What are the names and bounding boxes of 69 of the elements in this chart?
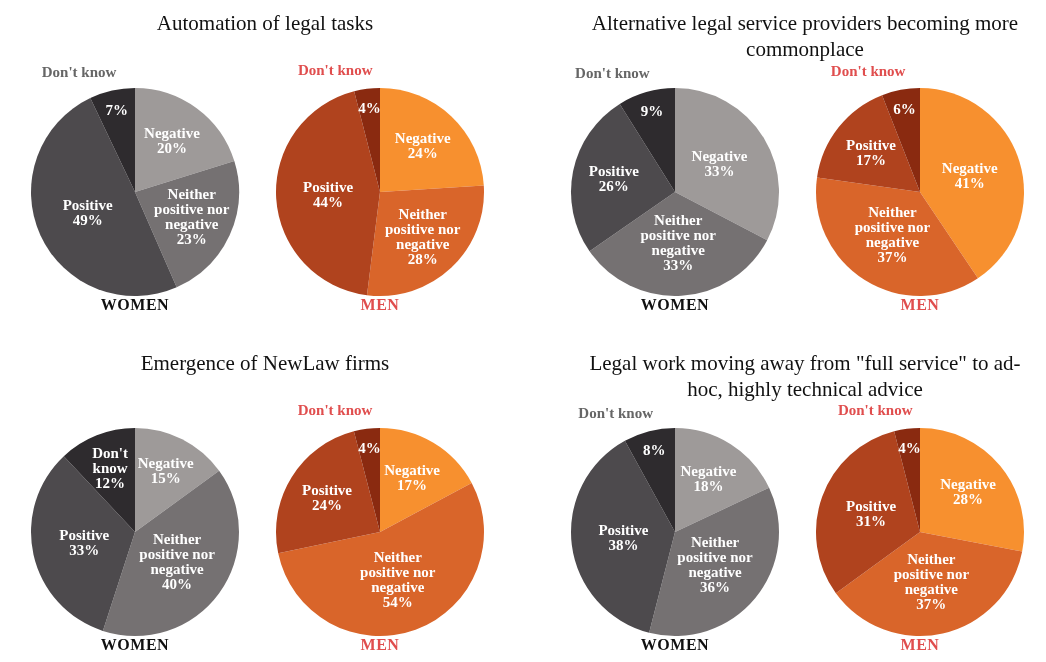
- chart-title: Legal work moving away from "full service" to ad-hoc, highly technical advice: [588, 350, 1022, 402]
- data-label: 41%: [954, 175, 985, 192]
- text: MEN: [899, 636, 941, 654]
- slice-label: Neither positive nor negative: [677, 533, 754, 580]
- data-label: 31%: [856, 512, 887, 529]
- data-label: 12%: [95, 475, 126, 492]
- slice-label: Positive: [598, 521, 649, 538]
- slice-label: Don't know: [92, 445, 129, 477]
- data-label: 4%: [898, 440, 921, 457]
- slice-label: Negative: [940, 475, 997, 492]
- slice-label: Negative: [137, 455, 194, 472]
- text: MEN: [899, 296, 941, 314]
- slice-label: Neither positive nor negative: [893, 551, 970, 598]
- data-label: 26%: [598, 177, 629, 194]
- slice-label: Positive: [62, 196, 114, 213]
- data-label: 8%: [643, 442, 666, 459]
- data-label: 44%: [313, 193, 344, 210]
- slice-label: Don't know: [575, 65, 650, 82]
- slice-label: Neither positive nor negative: [360, 549, 436, 596]
- data-label: 24%: [311, 497, 342, 514]
- slice-label: Positive: [846, 136, 897, 153]
- slice-label: Don't know: [837, 401, 913, 418]
- data-label: 54%: [382, 594, 413, 611]
- data-label: 33%: [69, 541, 100, 558]
- data-label: 49%: [72, 211, 103, 228]
- slice-label: Negative: [394, 129, 451, 146]
- slice-label: Negative: [680, 462, 737, 479]
- chart-title: Automation of legal tasks: [155, 10, 375, 36]
- slice-label: Don't know: [297, 61, 373, 78]
- slice-label: Neither positive nor negative: [640, 212, 717, 259]
- slice-label: Neither positive nor negative: [385, 205, 461, 252]
- data-label: 20%: [157, 140, 187, 157]
- text: MEN: [359, 636, 401, 654]
- data-label: 7%: [105, 101, 128, 118]
- data-label: 33%: [704, 163, 735, 180]
- text: MEN: [359, 296, 401, 314]
- slice-label: Positive: [588, 162, 640, 179]
- data-label: 4%: [358, 100, 381, 117]
- data-label: 15%: [150, 470, 181, 487]
- slice-label: Negative: [941, 160, 998, 177]
- chart-title: Alternative legal service providers becoming more commonplace: [590, 10, 1020, 62]
- slice-label: Positive: [846, 497, 897, 514]
- text: WOMEN: [99, 636, 171, 654]
- data-label: 17%: [856, 151, 887, 168]
- slice-label: Don't know: [297, 401, 373, 418]
- slice-label: Neither positive nor negative: [154, 186, 230, 233]
- slice-label: Positive: [301, 482, 353, 499]
- data-label: 9%: [640, 102, 664, 119]
- slice-label: Neither positive nor negative: [139, 530, 216, 577]
- text: WOMEN: [639, 296, 711, 314]
- data-label: 33%: [663, 257, 694, 274]
- slice-label: Don't know: [41, 63, 117, 80]
- chart-title: Emergence of NewLaw firms: [139, 350, 391, 376]
- slice-label: Positive: [59, 526, 110, 543]
- data-label: 6%: [893, 101, 916, 118]
- slice-label: Don't know: [578, 404, 654, 421]
- text: WOMEN: [639, 636, 711, 654]
- data-label: 37%: [877, 249, 908, 266]
- slice-label: Negative: [691, 148, 748, 165]
- slice-label: Neither positive nor negative: [854, 204, 931, 251]
- slice-label: Negative: [384, 461, 441, 478]
- text: WOMEN: [99, 296, 171, 314]
- data-label: 4%: [358, 440, 381, 457]
- slice-label: Positive: [303, 178, 354, 195]
- slice-label: Don't know: [830, 62, 906, 79]
- slice-label: Negative: [144, 125, 201, 142]
- data-label: 23%: [176, 231, 207, 248]
- data-label: 37%: [916, 596, 947, 613]
- data-label: 38%: [608, 536, 639, 553]
